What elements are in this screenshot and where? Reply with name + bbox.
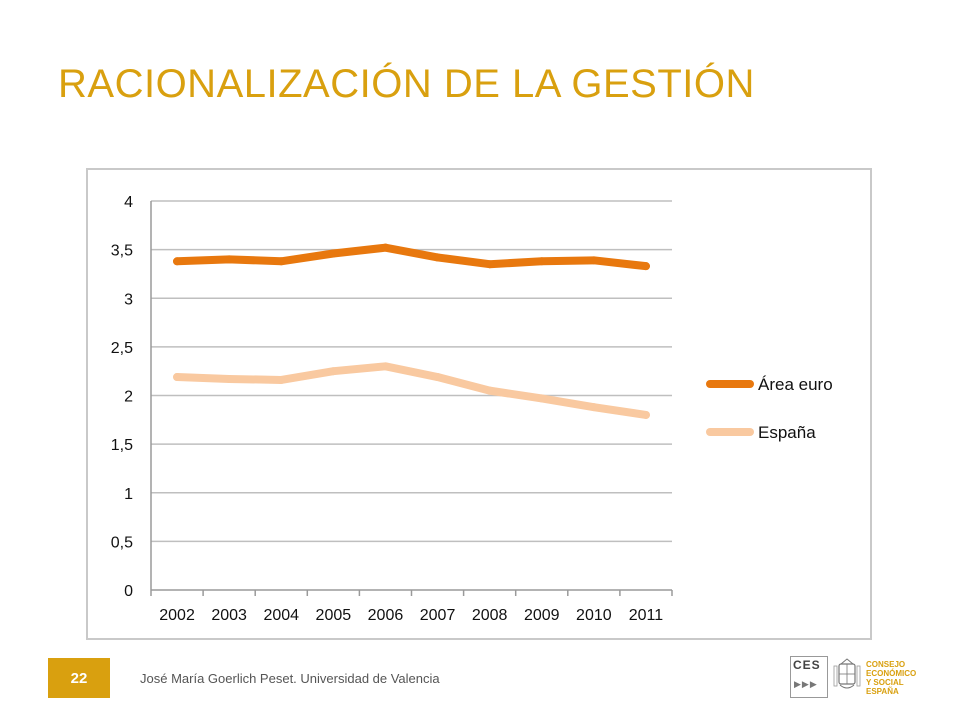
x-tick-label: 2007 xyxy=(420,607,456,624)
series-line xyxy=(173,362,650,419)
y-tick-label: 0,5 xyxy=(111,534,133,551)
data-point xyxy=(225,374,234,383)
series-line xyxy=(173,243,650,271)
data-point xyxy=(433,253,442,262)
x-tick-label: 2010 xyxy=(576,607,612,624)
data-point xyxy=(537,394,546,403)
x-tick-label: 2005 xyxy=(316,607,352,624)
page-number-badge: 22 xyxy=(48,658,110,698)
data-point xyxy=(589,403,598,412)
ces-logo-text: CONSEJO ECONÓMICO Y SOCIAL ESPAÑA xyxy=(866,660,930,696)
y-tick-label: 2 xyxy=(124,389,133,406)
y-tick-label: 3,5 xyxy=(111,243,133,260)
ces-logo-line: ESPAÑA xyxy=(866,687,899,696)
data-point xyxy=(173,373,182,382)
ces-logo-line: ECONÓMICO xyxy=(866,669,917,678)
data-point xyxy=(277,375,286,384)
data-point xyxy=(381,243,390,252)
ces-logo-arrows: ▶▶▶ xyxy=(794,679,818,689)
ces-logo: CES ▶▶▶ CONSEJO ECONÓMICO Y SOCIAL ESPAÑ… xyxy=(790,656,930,704)
x-tick-label: 2004 xyxy=(263,607,299,624)
ces-logo-line: CONSEJO xyxy=(866,660,906,669)
footer-author: José María Goerlich Peset. Universidad d… xyxy=(140,671,440,686)
slide-title: RACIONALIZACIÓN DE LA GESTIÓN xyxy=(58,62,755,106)
ces-logo-box: CES ▶▶▶ xyxy=(790,656,828,698)
data-point xyxy=(277,257,286,266)
data-point xyxy=(537,257,546,266)
chart-frame: 0 0,5 1 1,5 2 2,5 3 3,5 4 2002 2003 2004 2005 2006 200… xyxy=(86,168,872,640)
x-tick-label: 2009 xyxy=(524,607,560,624)
data-point xyxy=(173,257,182,266)
y-tick-label: 1,5 xyxy=(111,437,133,454)
x-tick-label: 2002 xyxy=(159,607,195,624)
y-tick-label: 1 xyxy=(124,486,133,503)
x-tick-label: 2008 xyxy=(472,607,508,624)
coat-of-arms-icon xyxy=(833,658,861,689)
y-tick-label: 3 xyxy=(124,291,133,308)
x-tick-label: 2003 xyxy=(211,607,247,624)
data-point xyxy=(485,386,494,395)
data-point xyxy=(433,373,442,382)
legend-label: España xyxy=(758,423,816,442)
y-tick-label: 4 xyxy=(124,194,133,211)
line-chart: 0 0,5 1 1,5 2 2,5 3 3,5 4 2002 2003 2004 2005 2006 200… xyxy=(111,194,833,624)
ces-logo-letters: CES xyxy=(793,658,821,672)
data-point xyxy=(641,262,650,271)
data-point xyxy=(329,249,338,258)
y-tick-label: 2,5 xyxy=(111,340,133,357)
data-point xyxy=(329,367,338,376)
legend-label: Área euro xyxy=(758,375,833,394)
data-point xyxy=(485,260,494,269)
data-point xyxy=(641,410,650,419)
data-point xyxy=(381,362,390,371)
data-point xyxy=(589,256,598,265)
ces-logo-line: Y SOCIAL xyxy=(866,678,904,687)
x-tick-label: 2011 xyxy=(629,607,664,624)
y-tick-label: 0 xyxy=(124,583,133,600)
x-tick-label: 2006 xyxy=(368,607,404,624)
data-point xyxy=(225,255,234,264)
